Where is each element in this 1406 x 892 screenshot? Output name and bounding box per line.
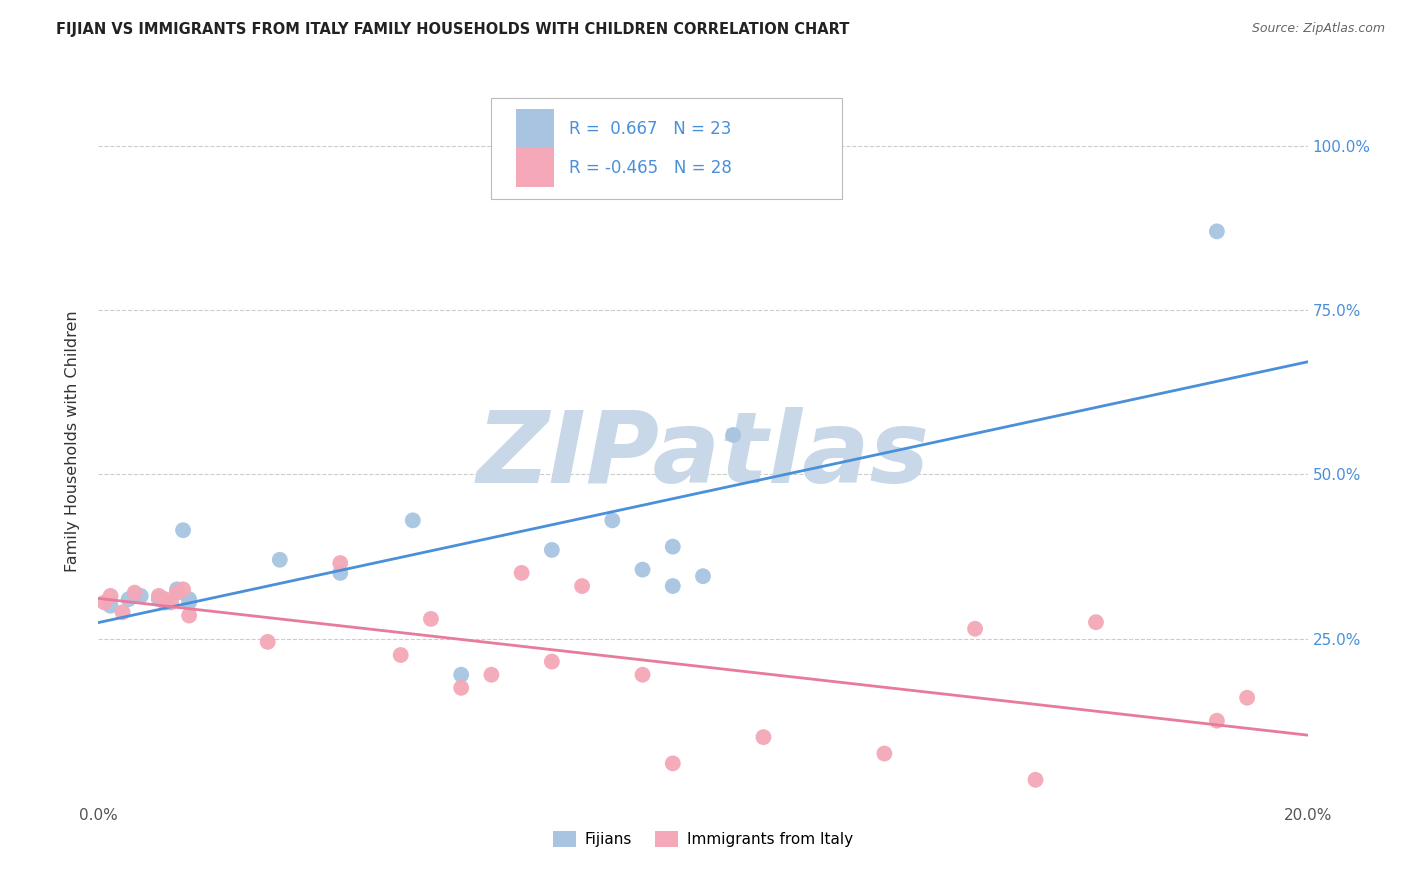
Point (179, 608, 201, 623)
Point (631, 667, 654, 681)
Text: ZIPatlas: ZIPatlas (477, 408, 929, 505)
Point (723, 428, 745, 442)
Point (100, 589, 122, 603)
Point (166, 582, 188, 597)
Point (166, 585, 188, 599)
Point (153, 592, 176, 607)
Y-axis label: Family Households with Children: Family Households with Children (65, 310, 80, 573)
Text: FIJIAN VS IMMIGRANTS FROM ITALY FAMILY HOUSEHOLDS WITH CHILDREN CORRELATION CHAR: FIJIAN VS IMMIGRANTS FROM ITALY FAMILY H… (56, 22, 849, 37)
Point (269, 553, 291, 567)
Point (329, 566, 352, 580)
Point (124, 589, 146, 603)
Point (160, 595, 183, 609)
Point (153, 595, 176, 609)
Point (571, 579, 593, 593)
Point (1236, 690, 1258, 705)
Point (93, 595, 115, 609)
Point (179, 595, 201, 609)
Point (129, 589, 152, 603)
Point (661, 579, 683, 593)
Point (450, 681, 472, 695)
Point (661, 756, 683, 771)
Point (1206, 224, 1229, 238)
Point (752, 730, 775, 744)
Point (540, 542, 562, 557)
Text: R =  0.667   N = 23: R = 0.667 N = 23 (569, 120, 731, 138)
Point (1024, 772, 1046, 787)
Point (172, 582, 194, 597)
Point (402, 513, 425, 527)
Point (100, 599, 122, 613)
Point (631, 563, 654, 577)
Point (118, 592, 141, 607)
Point (450, 667, 472, 681)
Point (1085, 615, 1108, 630)
Legend: Fijians, Immigrants from Italy: Fijians, Immigrants from Italy (547, 825, 859, 853)
Point (329, 556, 352, 570)
FancyBboxPatch shape (516, 109, 554, 149)
Point (1206, 714, 1229, 728)
FancyBboxPatch shape (516, 147, 554, 187)
Point (124, 585, 146, 599)
Point (661, 540, 683, 554)
Point (148, 592, 170, 607)
Point (481, 667, 503, 681)
Point (692, 569, 714, 583)
Point (179, 592, 201, 607)
Point (389, 648, 412, 662)
Point (965, 622, 987, 636)
Point (148, 589, 170, 603)
Text: R = -0.465   N = 28: R = -0.465 N = 28 (569, 160, 731, 178)
Point (166, 585, 188, 599)
Point (873, 747, 896, 761)
Point (111, 605, 134, 619)
Point (602, 513, 624, 527)
Point (172, 523, 194, 537)
Point (540, 655, 562, 669)
Point (256, 635, 278, 649)
Point (510, 566, 533, 580)
Text: Source: ZipAtlas.com: Source: ZipAtlas.com (1251, 22, 1385, 36)
Point (420, 612, 443, 626)
FancyBboxPatch shape (492, 98, 842, 200)
